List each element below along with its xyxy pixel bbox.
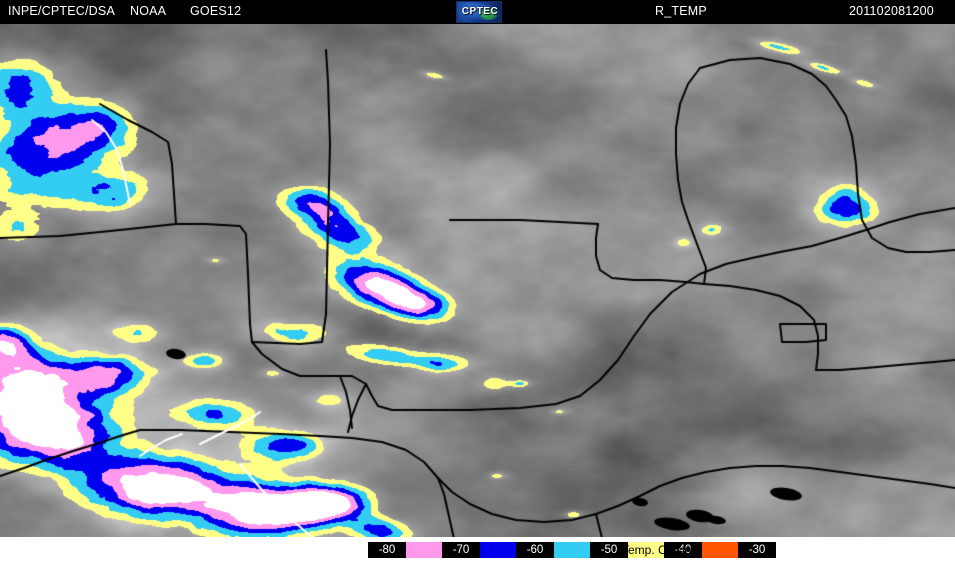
legend-tick-minus80: -80 — [368, 542, 406, 558]
legend-tick-minus50: -50 — [590, 542, 628, 558]
institute-label: INPE/CPTEC/DSA — [8, 4, 115, 18]
logo-text: CPTEC — [461, 6, 499, 17]
legend-swatch-white-coldest — [332, 542, 368, 558]
timestamp-label: 201102081200 — [849, 4, 934, 18]
legend-tick-minus40: -40 — [664, 542, 702, 558]
legend-swatch-orange-40-to-30 — [702, 542, 738, 558]
satellite-image-canvas — [0, 24, 955, 537]
agency-label: NOAA — [130, 4, 167, 18]
satellite-label: GOES12 — [190, 4, 242, 18]
legend-tick-minus60: -60 — [516, 542, 554, 558]
satellite-image — [0, 24, 955, 537]
cptec-globe-logo: CPTEC — [456, 1, 502, 23]
legend-units-label: Temp. Celsius — [622, 543, 698, 557]
legend-swatch-cyan-60-to-50 — [554, 542, 590, 558]
legend-tick-minus30: -30 — [738, 542, 776, 558]
logo-continent-shape — [480, 8, 497, 20]
product-label: R_TEMP — [655, 4, 707, 18]
legend-swatch-yellow-50-to-40 — [628, 542, 664, 558]
temperature-color-scale: -80 -70 -60 -50 -40 -30 — [332, 542, 776, 558]
legend-swatch-pink-below-80 — [406, 542, 442, 558]
legend-bar: -80 -70 -60 -50 -40 -30 Temp. Celsius — [0, 537, 955, 561]
legend-tick-minus70: -70 — [442, 542, 480, 558]
header-bar: INPE/CPTEC/DSA NOAA GOES12 R_TEMP 201102… — [0, 0, 955, 24]
legend-swatch-blue-70-to-60 — [480, 542, 516, 558]
